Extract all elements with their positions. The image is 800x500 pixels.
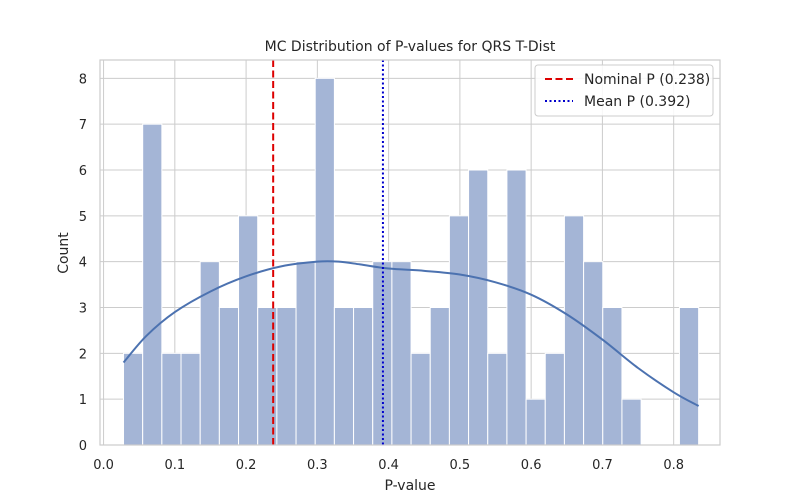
histogram-bar [449, 216, 468, 445]
y-tick-label: 4 [79, 256, 87, 271]
y-tick-label: 8 [79, 72, 87, 87]
histogram-bar [488, 353, 507, 445]
y-axis-label: Count [56, 232, 72, 274]
x-tick-label: 0.8 [663, 458, 684, 473]
x-tick-label: 0.6 [521, 458, 542, 473]
histogram-bar [411, 353, 430, 445]
histogram-bar [564, 216, 583, 445]
histogram-bar [334, 308, 353, 446]
histogram-bar [507, 170, 526, 445]
histogram-bar [469, 170, 488, 445]
histogram-bar [679, 308, 698, 446]
x-tick-label: 0.7 [592, 458, 613, 473]
legend: Nominal P (0.238) Mean P (0.392) [535, 65, 713, 116]
histogram-bar [526, 399, 545, 445]
chart-title: MC Distribution of P-values for QRS T-Di… [265, 39, 556, 55]
histogram-bar [622, 399, 641, 445]
x-tick-label: 0.5 [450, 458, 471, 473]
histogram-bar [277, 308, 296, 446]
histogram-bar [162, 353, 181, 445]
histogram-bar [219, 308, 238, 446]
histogram-bar [545, 353, 564, 445]
histogram-bar [124, 353, 143, 445]
histogram-bar [430, 308, 449, 446]
legend-label-mean-p: Mean P (0.392) [584, 94, 691, 110]
histogram-bar [239, 216, 258, 445]
histogram-bar [392, 262, 411, 445]
histogram-bar [354, 308, 373, 446]
y-tick-label: 5 [79, 210, 87, 225]
x-tick-label: 0.4 [378, 458, 399, 473]
y-tick-label: 0 [79, 439, 87, 454]
y-tick-label: 2 [79, 347, 87, 362]
x-tick-label: 0.2 [236, 458, 257, 473]
y-tick-label: 6 [79, 164, 87, 179]
histogram-bar [181, 353, 200, 445]
histogram-bar [603, 308, 622, 446]
legend-label-nominal-p: Nominal P (0.238) [584, 72, 710, 88]
histogram-bar [296, 262, 315, 445]
y-tick-label: 3 [79, 302, 87, 317]
y-tick-label: 1 [79, 393, 87, 408]
y-tick-label: 7 [79, 118, 87, 133]
x-tick-label: 0.3 [307, 458, 328, 473]
x-tick-label: 0.1 [164, 458, 185, 473]
histogram-bar [584, 262, 603, 445]
histogram-bar [143, 124, 162, 445]
x-tick-label: 0.0 [93, 458, 114, 473]
x-axis-label: P-value [384, 478, 435, 494]
